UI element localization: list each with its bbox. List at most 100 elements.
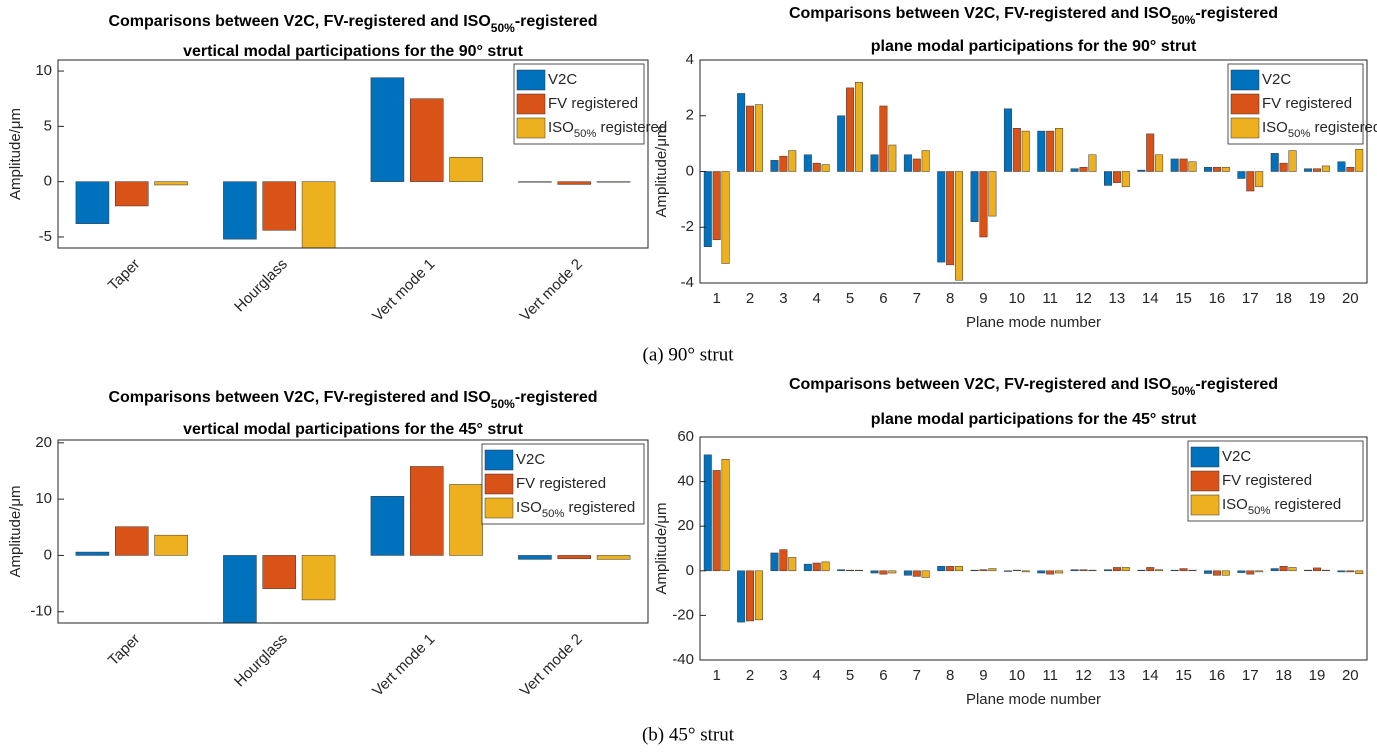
y-tick-label: 0 <box>44 546 52 563</box>
x-tick-label: 14 <box>1142 290 1159 307</box>
bar <box>1103 569 1112 572</box>
bar <box>770 160 779 172</box>
bar <box>1121 171 1130 188</box>
bar <box>937 566 946 572</box>
y-tick-label: 60 <box>677 428 694 445</box>
bar <box>737 570 746 623</box>
bar <box>946 171 955 266</box>
bar <box>955 566 964 572</box>
x-tick-label: 12 <box>1075 667 1092 684</box>
bar <box>596 555 631 560</box>
legend-swatch <box>484 449 514 471</box>
x-tick-label: 20 <box>1342 290 1359 307</box>
text-part: Comparisons between V2C, FV-registered a… <box>108 389 490 406</box>
legend-swatch <box>484 497 514 519</box>
y-axis-label: Amplitude/μm <box>653 125 670 217</box>
bar <box>888 144 897 172</box>
y-tick-label: 40 <box>677 473 694 490</box>
x-tick-label: 13 <box>1109 290 1126 307</box>
bar <box>703 171 712 248</box>
x-tick-label: Taper <box>105 631 144 670</box>
x-tick-label: 17 <box>1242 290 1259 307</box>
bar <box>1255 570 1264 573</box>
y-tick-label: -40 <box>672 651 694 668</box>
x-tick-label: 17 <box>1242 667 1259 684</box>
bar <box>921 150 930 172</box>
text-part: -registered <box>515 389 598 406</box>
legend-swatch <box>1190 446 1220 468</box>
text-part: -registered <box>1195 5 1278 22</box>
legend-swatch <box>1190 494 1220 516</box>
bar <box>1103 171 1112 186</box>
bar <box>712 470 721 572</box>
legend-label: FV registered <box>1222 472 1312 489</box>
x-tick-label: 14 <box>1142 667 1159 684</box>
text-part: 50% <box>542 508 565 520</box>
legend-label: FV registered <box>516 475 606 492</box>
legend-swatch <box>516 117 546 139</box>
bar <box>1003 570 1012 572</box>
x-tick-label: 13 <box>1109 667 1126 684</box>
bar <box>1021 570 1030 573</box>
bar <box>854 82 863 172</box>
plot-box <box>57 59 649 249</box>
bar <box>1270 153 1279 172</box>
chart-title: Comparisons between V2C, FV-registered a… <box>789 376 1278 398</box>
text-part: 50% <box>1248 505 1271 517</box>
x-tick-label: 11 <box>1042 667 1058 684</box>
bar <box>812 162 821 172</box>
text-part: 50% <box>1171 13 1195 27</box>
bar <box>1170 569 1179 572</box>
bar <box>449 157 483 182</box>
bar <box>879 105 888 172</box>
legend-label: V2C <box>1222 448 1251 465</box>
bar <box>779 155 788 172</box>
bar <box>1003 108 1012 172</box>
legend-swatch <box>1230 69 1260 91</box>
bar <box>518 555 552 560</box>
chart-title: Comparisons between V2C, FV-registered a… <box>108 13 597 35</box>
bar <box>1155 154 1164 172</box>
bar <box>1021 130 1030 172</box>
text-part: vertical modal participations for the 45… <box>183 421 523 438</box>
bar <box>821 561 830 572</box>
y-tick-label: 0 <box>44 173 52 190</box>
x-tick-label: 4 <box>813 290 821 307</box>
x-tick-label: 8 <box>946 290 954 307</box>
bar <box>1012 569 1021 572</box>
text-part: registered <box>1310 119 1377 136</box>
bar <box>409 466 444 556</box>
bar <box>870 154 879 172</box>
bar <box>1221 570 1230 576</box>
y-tick-label: -5 <box>39 228 52 245</box>
text-part: -registered <box>515 13 598 30</box>
bar <box>846 569 855 572</box>
text-part: -registered <box>1195 376 1278 393</box>
bar <box>1237 171 1246 179</box>
bar <box>1237 570 1246 573</box>
bar <box>223 181 257 240</box>
bar <box>1121 567 1130 572</box>
x-tick-label: 16 <box>1209 667 1226 684</box>
bar <box>803 154 812 172</box>
bar <box>301 555 336 601</box>
text-part: Comparisons between V2C, FV-registered a… <box>789 5 1171 22</box>
legend-label: V2C <box>516 451 545 468</box>
bar <box>301 181 336 248</box>
bar <box>1055 128 1064 172</box>
bar <box>557 181 592 185</box>
bar <box>812 562 821 572</box>
text-part: ISO <box>516 499 542 516</box>
bar <box>821 164 830 172</box>
bar <box>1170 158 1179 172</box>
bar <box>1055 570 1064 574</box>
bar <box>1288 567 1297 572</box>
caption: (a) 90° strut <box>643 344 735 365</box>
text-part: 50% <box>491 397 515 411</box>
text-part: registered <box>1270 496 1341 513</box>
bars <box>703 454 1364 623</box>
text-part: registered <box>564 499 635 516</box>
bar <box>557 555 592 560</box>
bar <box>1304 168 1313 172</box>
bar <box>1321 569 1330 572</box>
